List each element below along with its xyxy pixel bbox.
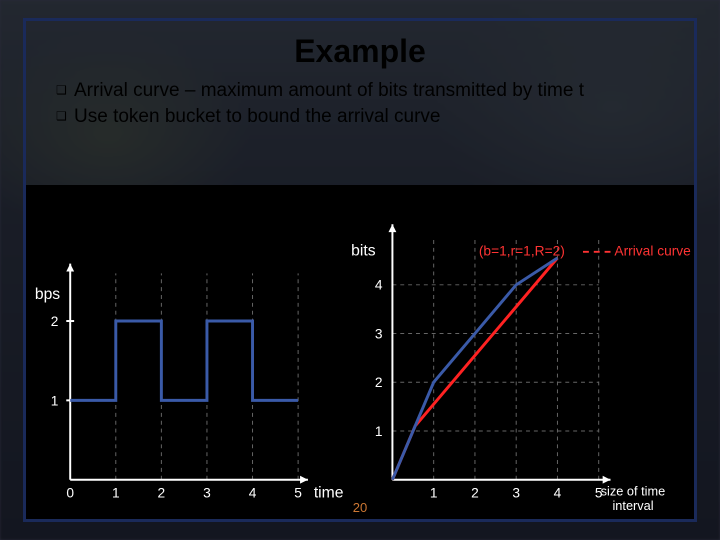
svg-text:0: 0 (66, 485, 74, 500)
svg-text:1: 1 (51, 393, 59, 408)
slide-title: Example (26, 33, 694, 70)
svg-text:1: 1 (112, 485, 120, 500)
page-number: 20 (26, 500, 694, 515)
svg-text:3: 3 (203, 485, 211, 500)
bullet-list: ❑ Arrival curve – maximum amount of bits… (56, 79, 674, 131)
svg-text:4: 4 (375, 278, 383, 293)
bullet-item: ❑ Use token bucket to bound the arrival … (56, 105, 674, 129)
svg-text:3: 3 (512, 485, 520, 500)
bullet-marker-icon: ❑ (56, 105, 74, 129)
svg-text:bps: bps (35, 286, 60, 303)
bullet-marker-icon: ❑ (56, 79, 74, 103)
svg-text:bits: bits (351, 243, 376, 260)
svg-text:(b=1,r=1,R=2): (b=1,r=1,R=2) (479, 244, 565, 259)
bullet-text: Use token bucket to bound the arrival cu… (74, 105, 674, 129)
svg-text:Arrival curve: Arrival curve (614, 244, 691, 259)
charts-panel: 01234512bpstime123451234bitssize of time… (26, 185, 694, 519)
svg-text:2: 2 (471, 485, 479, 500)
svg-text:2: 2 (51, 314, 59, 329)
slide-frame: Example ❑ Arrival curve – maximum amount… (23, 18, 697, 522)
bullet-item: ❑ Arrival curve – maximum amount of bits… (56, 79, 674, 103)
svg-text:4: 4 (249, 485, 257, 500)
svg-text:size of time: size of time (601, 483, 666, 498)
svg-text:2: 2 (375, 375, 383, 390)
charts-svg: 01234512bpstime123451234bitssize of time… (26, 185, 694, 519)
svg-text:1: 1 (375, 424, 383, 439)
svg-text:time: time (314, 484, 344, 501)
svg-text:1: 1 (430, 485, 438, 500)
svg-text:5: 5 (294, 485, 302, 500)
svg-text:3: 3 (375, 326, 383, 341)
svg-text:4: 4 (554, 485, 562, 500)
bullet-text: Arrival curve – maximum amount of bits t… (74, 79, 674, 103)
svg-text:2: 2 (158, 485, 166, 500)
